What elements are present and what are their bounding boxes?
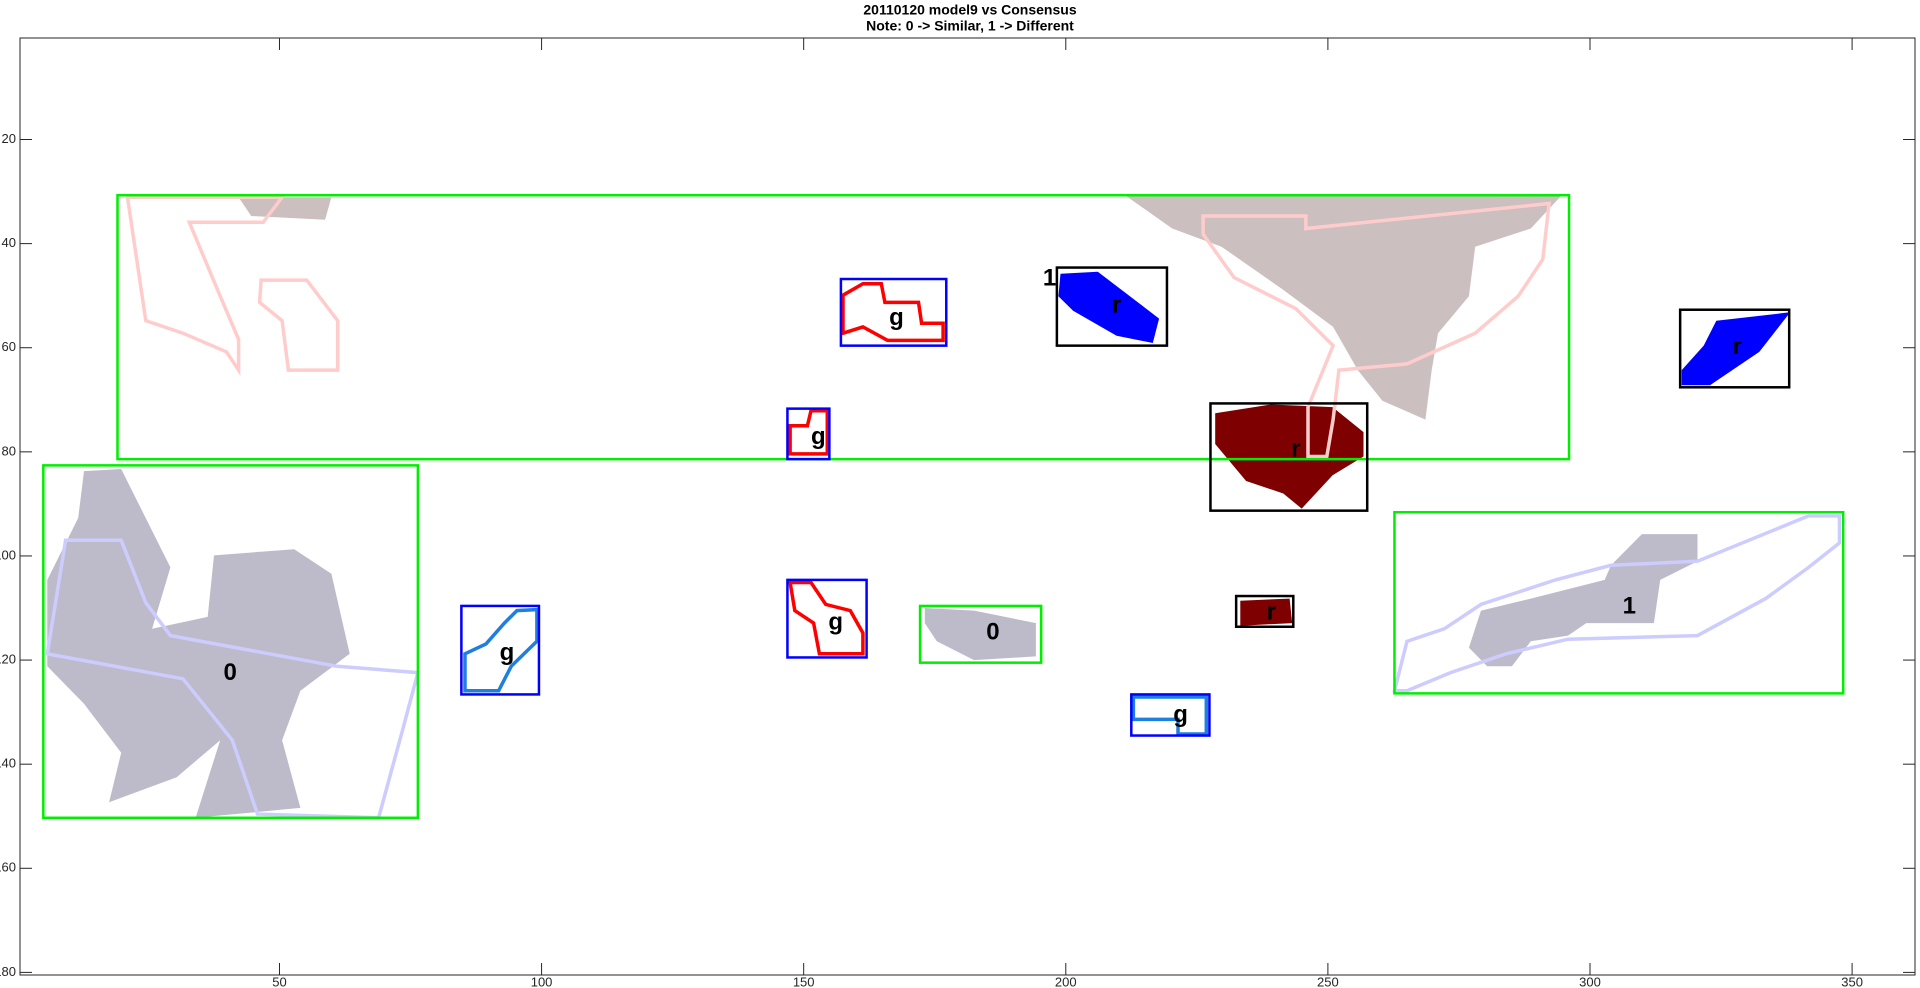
- region: [788, 408, 830, 456]
- region: [1240, 598, 1293, 626]
- region: [125, 195, 286, 376]
- region-label: g: [1173, 701, 1188, 728]
- bounding-box: [1678, 308, 1791, 389]
- x-tick-label: 150: [793, 974, 815, 988]
- region-label: 1: [1623, 592, 1636, 619]
- region-label: r: [1733, 333, 1742, 360]
- region: [1201, 201, 1552, 459]
- region: [1468, 534, 1698, 667]
- region-label: g: [828, 608, 843, 635]
- region-label: 1: [1043, 264, 1056, 291]
- y-tick-label: 100: [0, 547, 16, 562]
- bounding-box: [460, 604, 541, 696]
- y-tick-label: 40: [2, 235, 16, 250]
- region: [257, 278, 340, 372]
- region: [45, 538, 421, 820]
- region-label: g: [500, 639, 515, 666]
- x-tick-label: 300: [1579, 974, 1601, 988]
- region-label: r: [1291, 436, 1300, 463]
- bounding-box: [1130, 693, 1211, 737]
- region-label: g: [889, 304, 904, 331]
- region: [1058, 271, 1160, 343]
- region: [841, 281, 945, 343]
- region: [47, 469, 350, 818]
- region: [463, 607, 539, 693]
- chart-title: 20110120 model9 vs Consensus: [863, 2, 1076, 18]
- region-label: r: [1267, 599, 1276, 626]
- bounding-box: [116, 193, 1571, 461]
- region-label: g: [811, 423, 826, 450]
- bounding-box: [1393, 510, 1845, 695]
- region: [924, 608, 1036, 661]
- region: [1125, 195, 1562, 420]
- region: [1681, 312, 1791, 386]
- region: [1131, 695, 1209, 736]
- y-tick-label: 140: [0, 756, 16, 771]
- region: [238, 197, 332, 220]
- bounding-box: [1234, 594, 1295, 628]
- region: [1392, 514, 1842, 693]
- y-tick-label: 20: [2, 131, 16, 146]
- plot-area: [19, 37, 1916, 976]
- region-label: 0: [986, 618, 999, 645]
- region-label: r: [1112, 291, 1121, 318]
- x-tick-label: 100: [531, 974, 553, 988]
- region: [1215, 404, 1364, 509]
- x-tick-label: 50: [272, 974, 286, 988]
- y-tick-label: 120: [0, 652, 16, 667]
- bounding-box: [839, 277, 948, 347]
- y-tick-label: 80: [2, 443, 16, 458]
- region-label: 0: [224, 659, 237, 686]
- bounding-box: [1209, 402, 1369, 512]
- x-tick-label: 200: [1055, 974, 1077, 988]
- y-tick-label: 160: [0, 860, 16, 875]
- bounding-box: [1055, 266, 1169, 347]
- chart-subtitle: Note: 0 -> Similar, 1 -> Different: [866, 18, 1074, 34]
- bounding-box: [786, 578, 868, 659]
- bounding-box: [42, 464, 420, 820]
- x-tick-label: 250: [1317, 974, 1339, 988]
- y-tick-label: 180: [0, 964, 16, 979]
- bounding-box: [918, 604, 1043, 664]
- x-tick-label: 350: [1841, 974, 1863, 988]
- region: [788, 580, 865, 656]
- bounding-box: [786, 407, 831, 461]
- y-tick-label: 60: [2, 339, 16, 354]
